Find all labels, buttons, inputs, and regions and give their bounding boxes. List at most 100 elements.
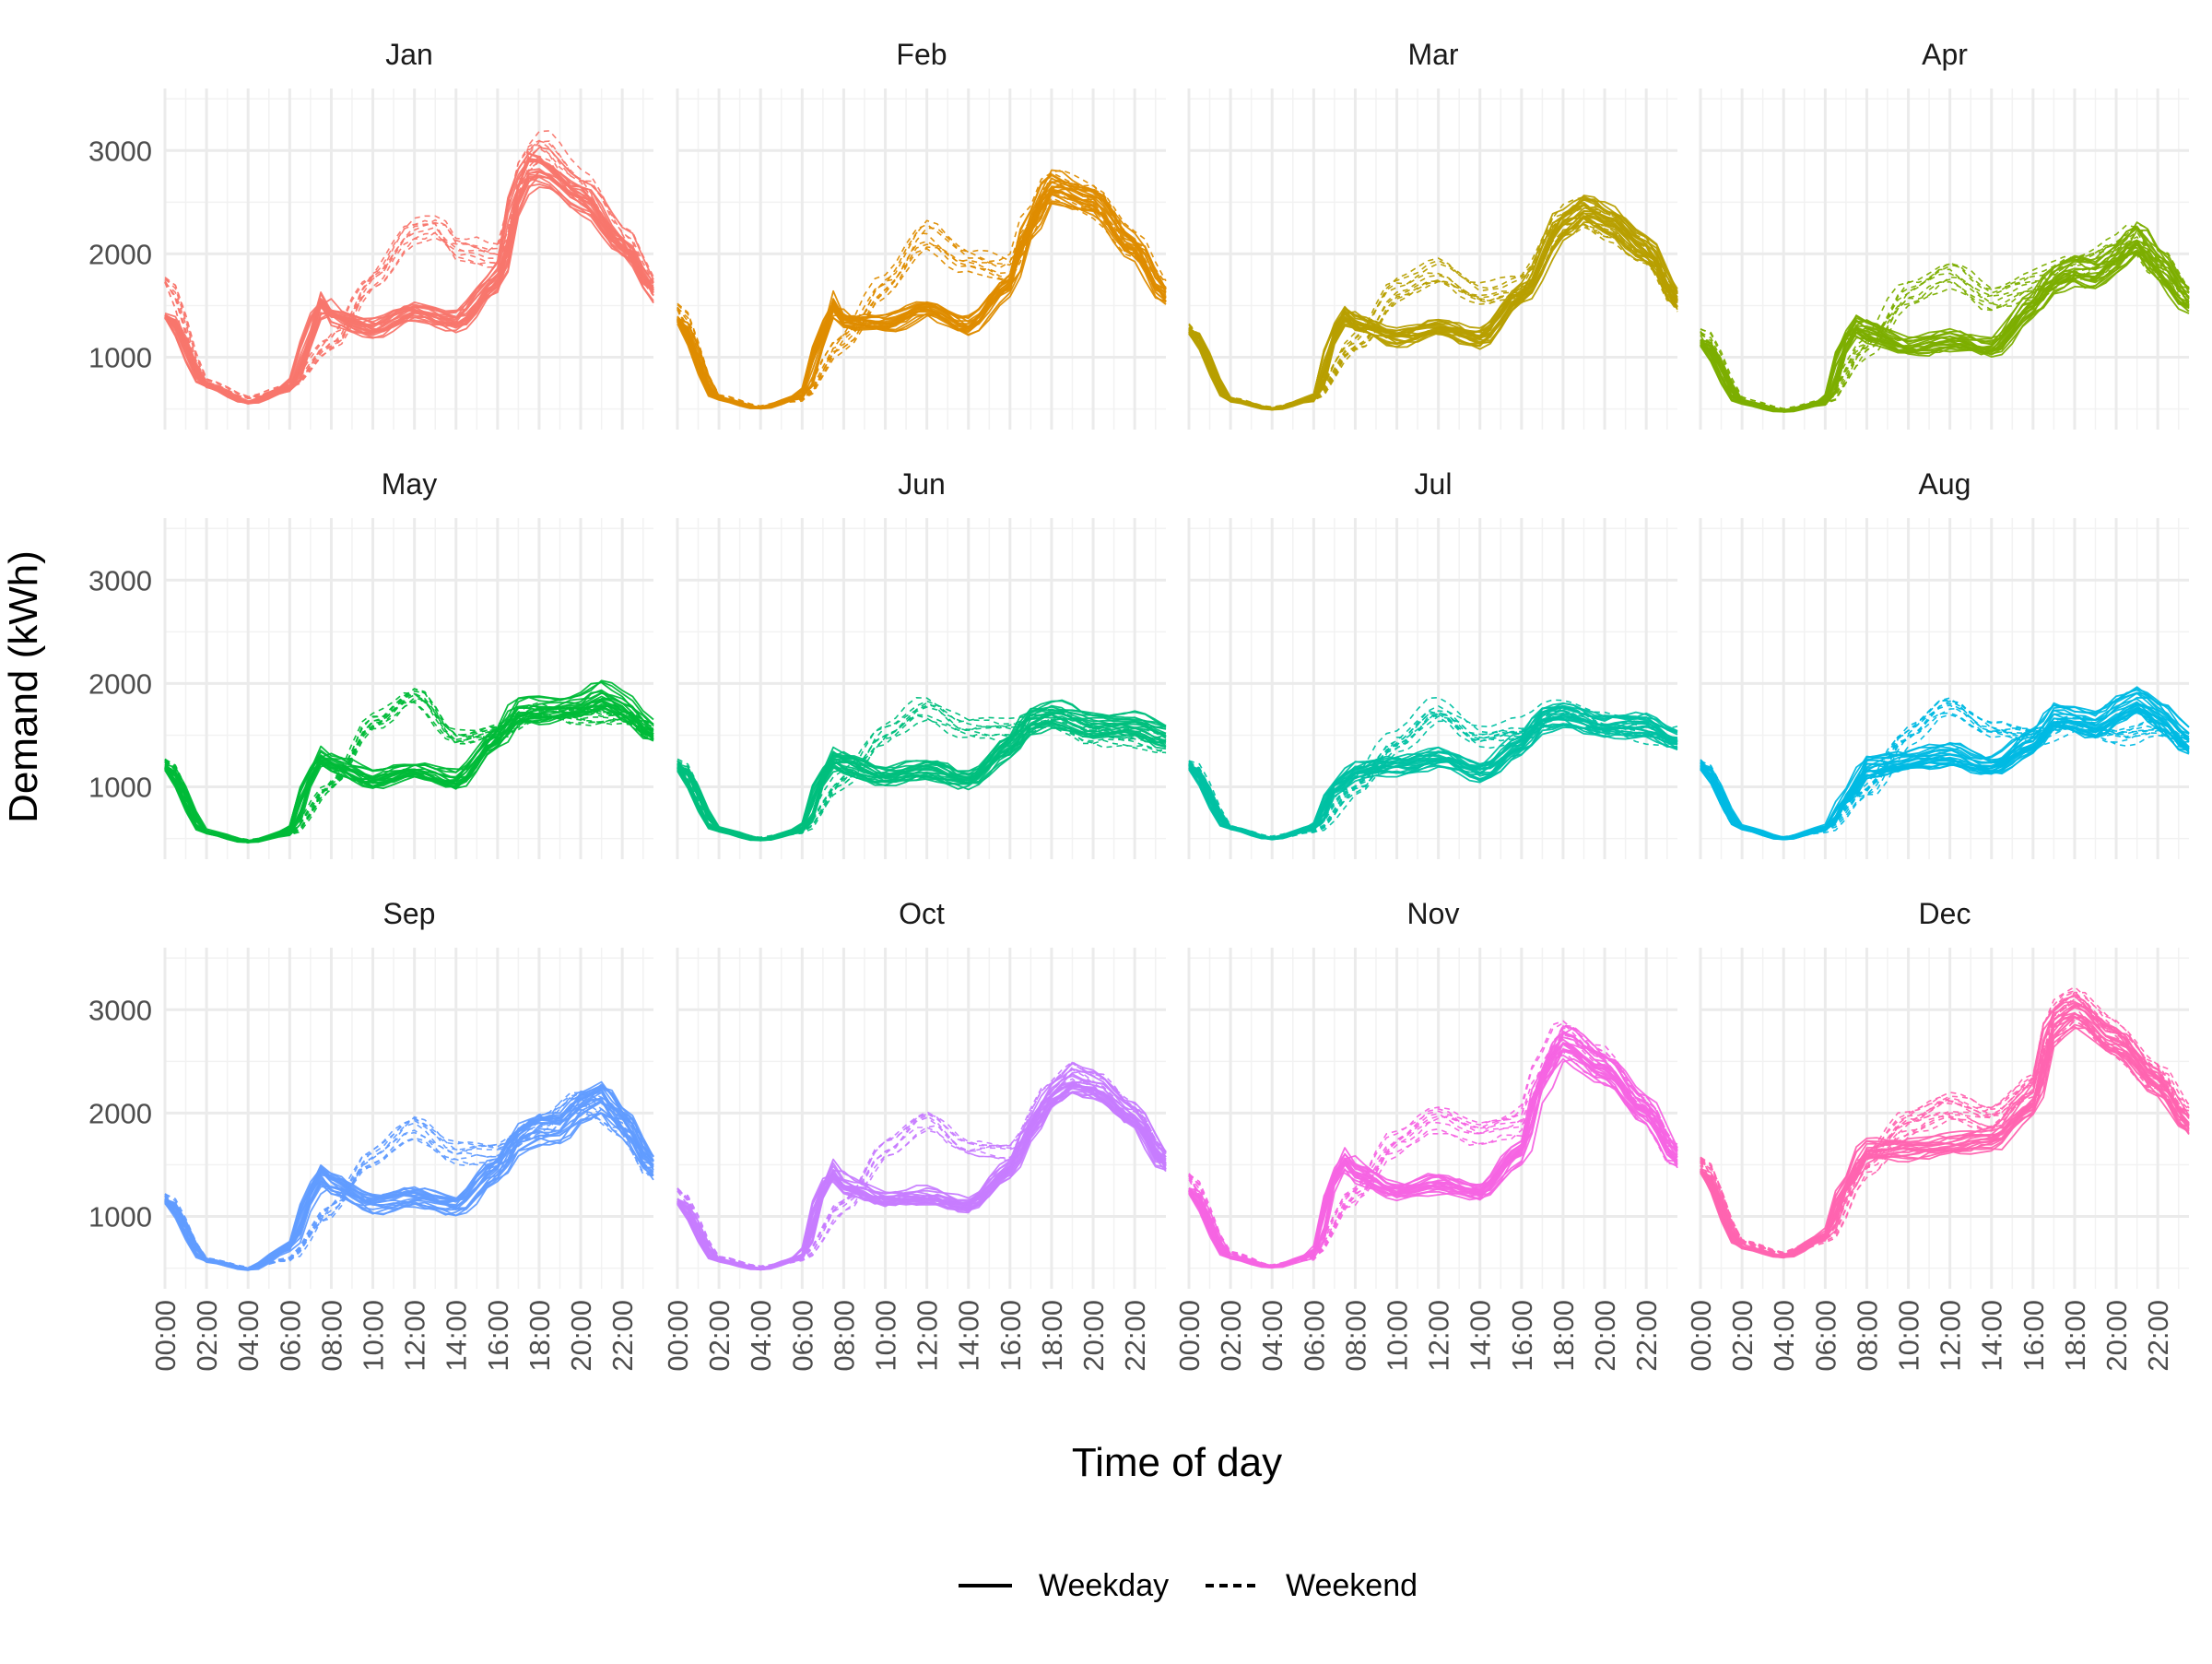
x-tick-label: 08:00 (315, 1300, 347, 1372)
x-tick-label: 20:00 (565, 1300, 597, 1372)
facet-label: Feb (896, 38, 947, 71)
x-tick-label: 12:00 (1935, 1300, 1967, 1372)
weekend-line (1188, 1030, 1678, 1267)
facet-label: May (382, 467, 437, 501)
weekend-line (1188, 217, 1678, 409)
x-tick-label: 06:00 (786, 1300, 818, 1372)
x-tick-label: 18:00 (524, 1300, 556, 1372)
panel-nov: Nov 00:00 02:00 04:00 06:00 08:00 10:00 12:00 14… (1173, 897, 1678, 1372)
x-tick-label: 22:00 (1119, 1300, 1151, 1372)
weekend-line (1700, 712, 2190, 839)
x-tick-label: 00:00 (662, 1300, 694, 1372)
weekend-line (677, 1060, 1167, 1268)
weekend-line (1700, 714, 2190, 839)
legend-label-weekend: Weekend (1286, 1568, 1418, 1603)
weekday-line (1188, 1043, 1678, 1268)
weekend-line (677, 1083, 1167, 1269)
x-tick-label: 02:00 (1215, 1300, 1247, 1372)
x-tick-label: 06:00 (1809, 1300, 1841, 1372)
weekend-line (164, 1108, 654, 1269)
weekday-line (1700, 1012, 2190, 1258)
panel-jun: Jun (676, 467, 1167, 859)
y-tick-label: 2000 (88, 238, 152, 270)
x-tick-label: 18:00 (1547, 1300, 1580, 1372)
weekend-line (1188, 1024, 1678, 1267)
weekend-line (1188, 720, 1678, 840)
weekday-line (1188, 726, 1678, 841)
x-tick-label: 16:00 (994, 1300, 1027, 1372)
weekend-line (164, 1105, 654, 1269)
x-tick-label: 14:00 (953, 1300, 985, 1372)
weekend-line (164, 1092, 654, 1269)
panel-aug: Aug (1699, 467, 2190, 859)
x-tick-label: 14:00 (1976, 1300, 2008, 1372)
legend: Weekday Weekend (959, 1568, 1418, 1603)
x-tick-label: 06:00 (274, 1300, 306, 1372)
panel-mar: Mar (1187, 38, 1678, 430)
facet-label: Apr (1922, 38, 1968, 71)
x-tick-label: 00:00 (149, 1300, 182, 1372)
panel-dec: Dec 00:00 02:00 04:00 06:00 08:00 10:00 12:00 14… (1685, 897, 2190, 1372)
x-tick-label: 02:00 (191, 1300, 223, 1372)
legend-label-weekday: Weekday (1039, 1568, 1169, 1603)
x-tick-label: 20:00 (1589, 1300, 1621, 1372)
weekend-line (164, 1112, 654, 1269)
weekend-line (677, 1080, 1167, 1269)
x-tick-label: 02:00 (703, 1300, 735, 1372)
x-tick-label: 16:00 (2018, 1300, 2050, 1372)
weekend-line (1700, 700, 2190, 839)
x-tick-label: 04:00 (232, 1300, 265, 1372)
x-tick-label: 08:00 (1851, 1300, 1883, 1372)
x-tick-label: 14:00 (441, 1300, 473, 1372)
y-tick-label: 2000 (88, 667, 152, 700)
weekday-line (677, 185, 1167, 409)
facet-label: Jul (1415, 467, 1453, 501)
weekend-line (1188, 712, 1678, 839)
weekend-line (1700, 707, 2190, 839)
weekend-line (677, 190, 1167, 408)
weekend-line (1700, 230, 2190, 410)
y-tick-label: 3000 (88, 994, 152, 1026)
x-tick-label: 08:00 (828, 1300, 860, 1372)
weekend-line (1188, 696, 1678, 837)
weekend-line (1188, 713, 1678, 839)
facet-label: Oct (899, 897, 945, 930)
x-tick-label: 00:00 (1685, 1300, 1717, 1372)
weekend-line (677, 1078, 1167, 1269)
x-axis-title: Time of day (1072, 1440, 1282, 1485)
facet-label: Jan (385, 38, 433, 71)
facet-label: Jun (898, 467, 946, 501)
x-tick-label: 10:00 (870, 1300, 902, 1372)
weekend-line (164, 159, 654, 400)
x-tick-label: 14:00 (1465, 1300, 1497, 1372)
weekend-line (164, 1108, 654, 1269)
weekend-line (164, 1097, 654, 1269)
x-tick-label: 12:00 (1423, 1300, 1455, 1372)
weekday-line (1700, 995, 2190, 1257)
weekday-line (164, 175, 654, 405)
weekend-line (164, 688, 654, 841)
panel-sep: Sep 1000 2000 3000 00:00 02:00 04:00 06:00 08:00… (88, 897, 654, 1372)
panel-feb: Feb (676, 38, 1167, 430)
weekday-line (677, 1068, 1167, 1269)
weekday-line (164, 1100, 654, 1270)
weekend-line (1700, 1020, 2190, 1256)
weekend-line (1700, 704, 2190, 838)
weekend-line (677, 702, 1167, 840)
x-tick-label: 00:00 (1173, 1300, 1206, 1372)
weekday-line (677, 1091, 1167, 1271)
facet-label: Aug (1919, 467, 1971, 501)
weekend-line (164, 140, 654, 398)
weekday-line (164, 1086, 654, 1269)
y-tick-label: 3000 (88, 564, 152, 596)
weekend-line (1188, 1051, 1678, 1268)
weekend-line (677, 169, 1167, 407)
x-tick-label: 10:00 (1893, 1300, 1925, 1372)
facet-label: Sep (383, 897, 436, 930)
weekend-line (677, 193, 1167, 408)
weekend-line (1700, 697, 2190, 838)
x-tick-label: 10:00 (358, 1300, 390, 1372)
x-tick-label: 16:00 (1506, 1300, 1538, 1372)
